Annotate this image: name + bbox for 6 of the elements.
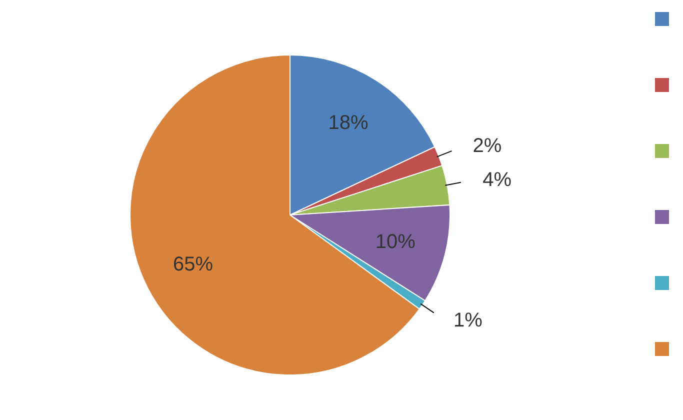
data-label: 10% (375, 231, 416, 254)
data-label: 1% (453, 310, 483, 332)
data-label: 4% (482, 168, 512, 191)
data-label: 65% (173, 253, 214, 276)
data-label: 18% (328, 112, 369, 134)
data-label: 2% (472, 134, 502, 157)
